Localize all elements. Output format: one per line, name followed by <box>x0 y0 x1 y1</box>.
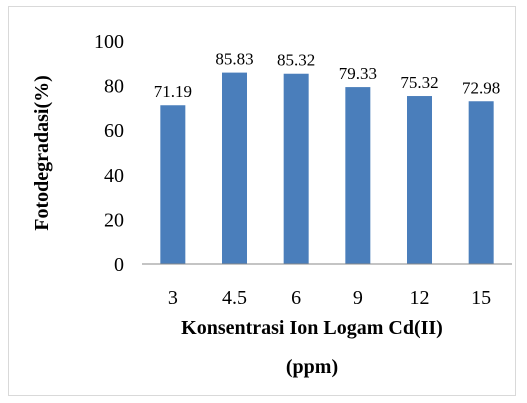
y-tick-label: 80 <box>104 76 124 98</box>
data-label: 72.98 <box>462 78 500 97</box>
bar <box>283 73 309 265</box>
bar <box>407 96 432 264</box>
x-tick-label: 3 <box>168 287 178 309</box>
bar <box>468 101 494 264</box>
y-tick-label: 100 <box>94 31 124 53</box>
data-labels: 71.19 85.83 85.32 79.33 75.32 72.98 <box>154 50 501 102</box>
x-tick-label: 15 <box>471 287 491 309</box>
y-tick-label: 20 <box>104 209 124 231</box>
bar <box>222 72 247 265</box>
data-label: 71.19 <box>154 82 192 101</box>
bar <box>160 105 186 264</box>
y-axis-ticks: 0 20 40 60 80 100 <box>94 31 124 276</box>
x-axis-label-line2: (ppm) <box>286 356 338 378</box>
x-tick-label: 12 <box>410 287 430 309</box>
y-tick-label: 0 <box>114 254 124 276</box>
data-label: 79.33 <box>339 64 377 83</box>
y-tick-label: 60 <box>104 120 124 142</box>
bars <box>160 72 494 265</box>
data-label: 75.32 <box>400 73 438 92</box>
data-label: 85.32 <box>277 51 315 70</box>
x-axis-label-line1: Konsentrasi Ion Logam Cd(II) <box>181 317 443 339</box>
y-axis-label: Fotodegradasi(%) <box>31 75 53 231</box>
y-tick-label: 40 <box>104 165 124 187</box>
x-tick-label: 6 <box>291 287 301 309</box>
x-tick-label: 4.5 <box>222 287 247 309</box>
data-label: 85.83 <box>215 50 253 69</box>
x-axis-ticks: 3 4.5 6 9 12 15 <box>168 287 491 309</box>
bar <box>345 87 371 264</box>
x-tick-label: 9 <box>353 287 363 309</box>
